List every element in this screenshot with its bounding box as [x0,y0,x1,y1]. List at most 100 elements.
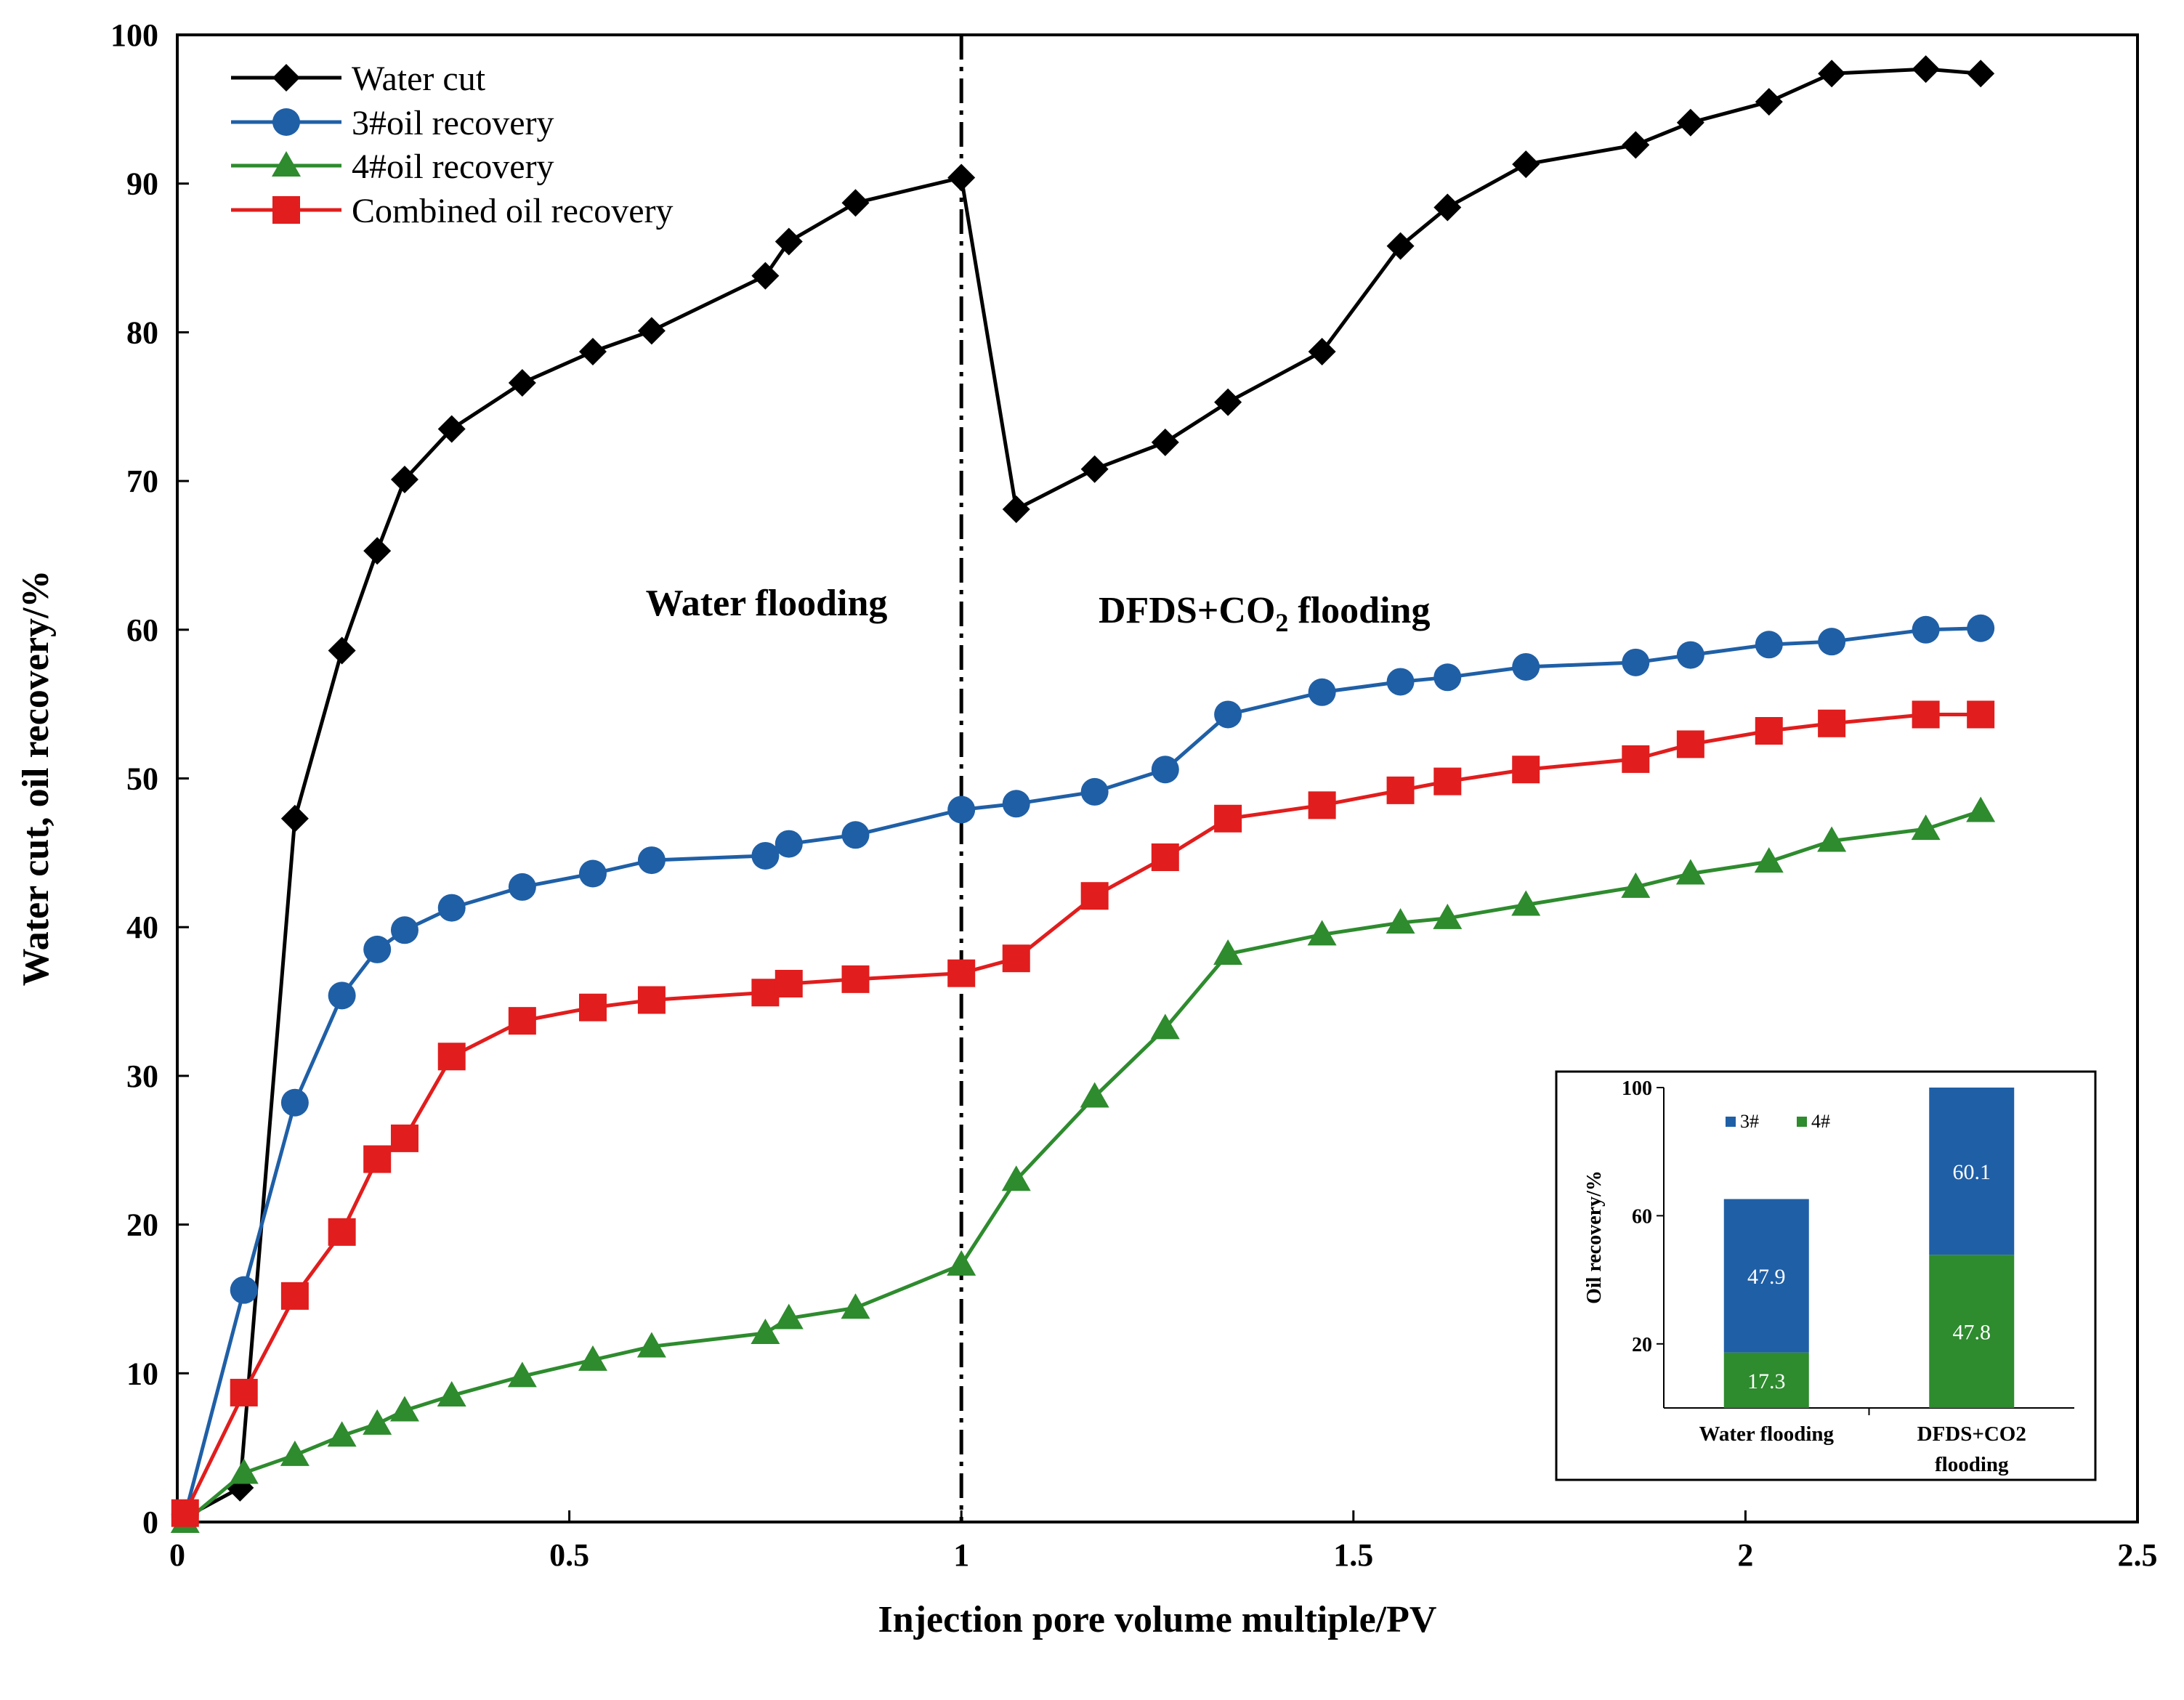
data-point-oil-recovery-4 [437,1381,466,1407]
y-tick-label: 20 [126,1207,158,1243]
y-tick-label: 0 [142,1505,158,1540]
data-point-oil-recovery-4 [751,1319,780,1345]
inset-legend-swatch-3 [1726,1117,1736,1127]
y-tick-label: 70 [126,464,158,499]
series-line-oil-recovery-3 [183,626,1981,1515]
series-water-cut [171,55,1995,1531]
y-tick-label: 10 [126,1356,158,1391]
data-point-oil-recovery-3 [1308,678,1336,706]
inset-legend: 3# 4# [1726,1111,1830,1132]
legend-marker-combined-oil-recovery [272,196,300,224]
data-point-combined-oil-recovery [328,1218,356,1246]
data-point-combined-oil-recovery [751,979,780,1007]
x-tick-label: 1 [953,1537,969,1573]
data-point-oil-recovery-4 [636,1332,666,1358]
data-point-water-cut [1433,193,1462,222]
inset-bar-4-0 [1723,1352,1809,1408]
data-point-oil-recovery-3 [1755,631,1783,659]
data-point-oil-recovery-3 [1622,648,1650,676]
data-point-water-cut [1755,88,1783,116]
data-point-combined-oil-recovery [280,1282,309,1310]
legend-marker-oil-recovery-4 [272,151,301,177]
inset-bar-3-1 [1929,1088,2015,1255]
data-point-combined-oil-recovery [1967,700,1995,729]
series-oil-recovery-3 [171,614,1995,1529]
data-point-oil-recovery-4 [841,1293,870,1319]
data-point-oil-recovery-3 [1512,652,1540,681]
data-point-oil-recovery-4 [229,1458,259,1484]
data-point-oil-recovery-3 [1433,663,1462,692]
data-point-water-cut [1676,108,1704,137]
y-tick-label: 40 [126,910,158,945]
y-tick-label: 60 [126,612,158,648]
phase-label-dfds-tail: flooding [1288,590,1430,631]
data-point-oil-recovery-3 [1676,641,1704,669]
series-line-water-cut [184,67,1981,1520]
data-point-water-cut [841,189,870,217]
data-point-oil-recovery-3 [947,796,976,824]
phase-label-dfds-subscript: 2 [1275,608,1288,637]
data-point-combined-oil-recovery [1386,776,1415,804]
data-point-oil-recovery-3 [637,846,666,875]
data-point-water-cut [280,804,309,833]
main-series-group [170,55,1996,1533]
inset-y-tick-label: 20 [1632,1334,1652,1356]
series-line-oil-recovery-4 [184,809,1981,1523]
data-point-oil-recovery-4 [1080,1082,1109,1108]
inset-bar-value-label: 47.8 [1953,1321,1991,1345]
data-point-oil-recovery-3 [230,1276,258,1304]
data-point-oil-recovery-4 [1675,859,1705,885]
data-point-combined-oil-recovery [1080,882,1109,910]
data-point-oil-recovery-3 [578,859,607,888]
data-point-combined-oil-recovery [230,1378,258,1406]
inset-bar-value-label: 17.3 [1747,1369,1786,1393]
data-point-oil-recovery-4 [947,1250,976,1276]
legend-label-oil-recovery-4: 4#oil recovery [352,147,554,186]
data-point-combined-oil-recovery [1818,709,1846,737]
y-tick-label: 30 [126,1059,158,1094]
phase-label-dfds-main: DFDS+CO [1099,590,1275,631]
inset-y-axis-title: Oil recovery/% [1583,1170,1606,1304]
main-axes: 0 0.5 1 1.5 2 2.5 0 10 20 30 40 50 60 70 80 90 100 [110,17,2158,1573]
data-point-water-cut [328,636,356,665]
inset-chart: 20 60 100 17.3 47.9 Water flooding 47.8 60.1 DF… [1555,1070,2097,1481]
data-point-oil-recovery-3 [1386,668,1415,696]
data-point-oil-recovery-4 [1817,826,1847,852]
y-axis-title: Water cut, oil recovery/% [15,570,57,987]
data-point-oil-recovery-3 [1080,777,1109,806]
data-point-oil-recovery-3 [751,841,780,870]
data-point-water-cut [363,537,392,565]
data-point-oil-recovery-3 [508,873,536,901]
data-point-combined-oil-recovery [1214,804,1242,833]
legend: Water cut 3#oil recovery 4#oil recovery Com… [231,60,674,230]
data-point-oil-recovery-3 [1151,756,1179,784]
data-point-combined-oil-recovery [1622,745,1650,773]
data-point-oil-recovery-4 [1213,939,1243,966]
y-tick-label: 100 [110,17,158,53]
data-point-oil-recovery-4 [507,1361,537,1388]
inset-category-label: Water flooding [1699,1422,1834,1446]
inset-category-label: flooding [1935,1453,2009,1476]
data-point-oil-recovery-4 [578,1345,607,1371]
data-point-oil-recovery-3 [1967,614,1995,642]
inset-category-label: DFDS+CO2 [1917,1422,2026,1446]
data-point-combined-oil-recovery [363,1145,392,1173]
data-point-oil-recovery-3 [774,830,803,858]
data-point-water-cut [1967,60,1995,88]
data-point-water-cut [947,163,976,192]
phase-label-water-flooding: Water flooding [646,583,888,624]
inset-bars: 17.3 47.9 Water flooding 47.8 60.1 DFDS+CO2 fl… [1699,1088,2026,1476]
data-point-water-cut [508,368,536,397]
data-point-water-cut [1308,338,1336,366]
inset-y-tick-label: 100 [1622,1077,1652,1100]
data-point-water-cut [1512,150,1540,179]
data-point-combined-oil-recovery [1002,944,1030,973]
data-point-oil-recovery-4 [363,1409,392,1435]
data-point-oil-recovery-4 [1001,1165,1031,1191]
data-point-water-cut [751,262,780,290]
data-point-oil-recovery-4 [1433,903,1463,929]
legend-label-water-cut: Water cut [352,60,486,98]
data-point-combined-oil-recovery [1676,730,1704,758]
inset-legend-swatch-4 [1797,1117,1807,1127]
